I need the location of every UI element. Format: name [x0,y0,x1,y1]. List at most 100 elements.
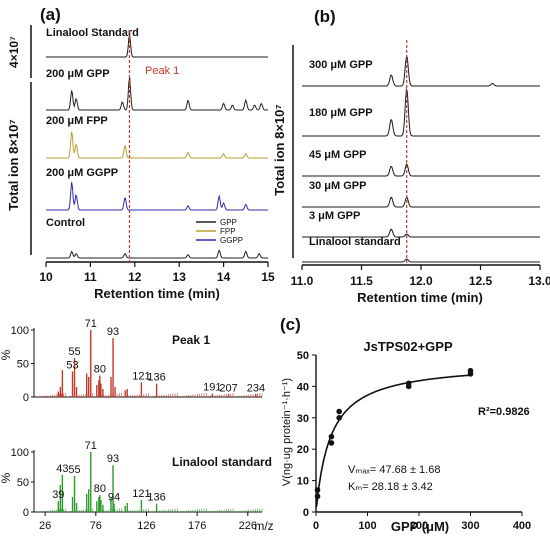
panel-c-point-4 [336,415,342,421]
ms-peak-label-1-0: 71 [85,440,97,452]
panel-c-point-0 [314,493,321,500]
panel-a-xtick-label-2: 12 [128,270,142,284]
panel-c-fit-curve [315,374,471,507]
ms-ylabel-2: % [0,472,13,483]
panel-b-xtick-label-1: 11.5 [350,274,373,288]
ms-peak-label-1-6: 94 [108,492,120,504]
panel-c-ytick-label-3: 30 [297,413,309,425]
panel-a-chromatogram: (a) 4×10⁷ Total ion 8×10⁷ Linalool Stand… [6,5,275,301]
ms-ytick-label-0-0: 0 [23,392,29,404]
panel-b-ylabel: Total ion 8×10⁷ [272,104,287,195]
panel-a-ylabel-top: 4×10⁷ [7,36,21,68]
panel-a-xtick-label-3: 13 [173,270,187,284]
panel-b-trace-label-5: Linalool standard [309,236,401,248]
ms-peak-label-0-5: 121 [132,370,150,382]
panel-c-ylabel: V(ng·ug protein⁻¹·h⁻¹) [281,378,293,486]
ms-ytick-label-0-2: 100 [11,325,29,337]
ms-ytick-label-1-2: 100 [11,447,29,459]
panel-c-ytick-label-4: 40 [297,381,309,393]
panel-b-trace-label-1: 180 μM GPP [309,107,373,119]
ms-ylabel-1: % [0,349,13,360]
ms-peak-label-0-0: 71 [85,318,97,330]
panel-b-trace-label-2: 45 μM GPP [309,149,366,161]
ms-peak-label-1-1: 43 [56,463,68,475]
ms-peak-label-1-7: 121 [132,488,150,500]
panel-a-trace-3 [46,182,268,211]
ms-xtick-label-4: 226 [239,520,257,532]
panel-a-xtick-label-0: 10 [39,270,53,284]
ms-spectrum-title-1: Linalool standard [172,455,272,469]
panel-c-ytick-label-5: 50 [297,350,309,362]
panel-a-xtick-label-1: 11 [84,270,97,284]
panel-a-trace-0 [46,35,268,58]
panel-a-ylabel: Total ion 8×10⁷ [6,119,21,210]
ms-peak-label-0-4: 80 [94,364,106,376]
panel-a-trace-2 [46,131,268,159]
panel-b-trace-2 [302,163,540,177]
panel-c-point-7 [405,380,412,387]
panel-c-vmax: Vₘₐₓ= 47.68 ± 1.68 [348,464,440,476]
panel-c-point-2 [328,440,335,446]
panel-c-title: JsTPS02+GPP [363,339,453,354]
ms-xtick-label-3: 176 [188,520,206,532]
panel-a-trace-label-0: Linalool Standard [46,27,139,39]
panel-c-point-3 [328,433,335,440]
panel-b-trace-label-3: 30 μM GPP [309,180,366,192]
panel-c-xlabel: GPP (μM) [391,519,449,534]
panel-c-point-1 [314,487,321,493]
panel-b-label: (b) [314,7,336,26]
panel-c-kinetics: (c) JsTPS02+GPP V(ng·ug protein⁻¹·h⁻¹) 0… [280,315,531,534]
panel-c-xtick-label-3: 300 [461,520,479,532]
panel-b-xtick-label-0: 11.0 [291,274,314,288]
ms-peak-label-0-9: 234 [247,382,265,394]
ms-xlabel: m/z [254,519,273,533]
panel-b-xtick-label-4: 13.0 [528,274,550,288]
panel-a-xtick-label-5: 15 [261,270,275,284]
ms-xtick-label-0: 26 [39,520,51,532]
ms-peak-label-0-6: 136 [147,372,165,384]
ms-peak-label-0-1: 55 [68,346,80,358]
ms-peak-label-1-3: 93 [107,453,119,465]
ms-peak-label-0-3: 53 [66,360,78,372]
panel-c-ytick-label-2: 20 [297,444,309,456]
panel-c-km: Kₘ= 28.18 ± 3.42 [348,481,433,493]
panel-a-xtick-label-4: 14 [217,270,231,284]
ms-peak-label-1-2: 55 [68,464,80,476]
panel-c-point-5 [336,408,342,415]
panel-b-trace-label-0: 300 μM GPP [309,59,373,71]
panel-c-ytick-label-0: 0 [303,507,309,519]
ms-peak-label-0-2: 93 [107,326,119,338]
ms-xtick-label-2: 126 [137,520,155,532]
panel-a-xlabel: Retention time (min) [94,286,220,301]
ms-ytick-label-1-1: 50 [17,477,29,489]
ms-peak-label-0-8: 207 [219,382,237,394]
panel-a-legend-label-1: FPP [220,227,236,236]
ms-peak-label-1-4: 39 [52,489,64,501]
panel-a-legend-label-0: GPP [220,218,237,227]
panel-b-trace-1 [302,87,540,137]
panel-c-xtick-label-4: 400 [513,520,531,532]
panel-b-trace-label-4: 3 μM GPP [309,210,360,222]
panel-b-trace-3 [302,196,540,208]
ms-spectrum-title-0: Peak 1 [172,333,210,347]
panel-a-trace-1 [46,77,268,111]
panel-a-trace-label-3: 200 μM GGPP [46,167,118,179]
panel-c-point-9 [467,367,474,374]
panel-a-trace-4 [46,249,268,259]
panel-b-chromatogram: (b) Total ion 8×10⁷ 300 μM GPP 180 μM GPP… [272,7,550,305]
ms-xtick-label-1: 76 [90,520,102,532]
panel-c-label: (c) [280,315,301,334]
ms-peak-label-0-7: 191 [203,382,221,394]
panel-c-r2: R²=0.9826 [478,406,530,418]
panel-a-trace-label-1: 200 μM GPP [46,68,110,80]
panel-a-label: (a) [40,5,61,24]
panel-b-trace-0 [302,55,540,87]
panel-b-trace-4 [302,228,540,238]
panel-b-xtick-label-2: 12.0 [409,274,433,288]
ms-ytick-label-1-0: 0 [23,507,29,519]
ms-peak-label-1-8: 136 [147,492,165,504]
